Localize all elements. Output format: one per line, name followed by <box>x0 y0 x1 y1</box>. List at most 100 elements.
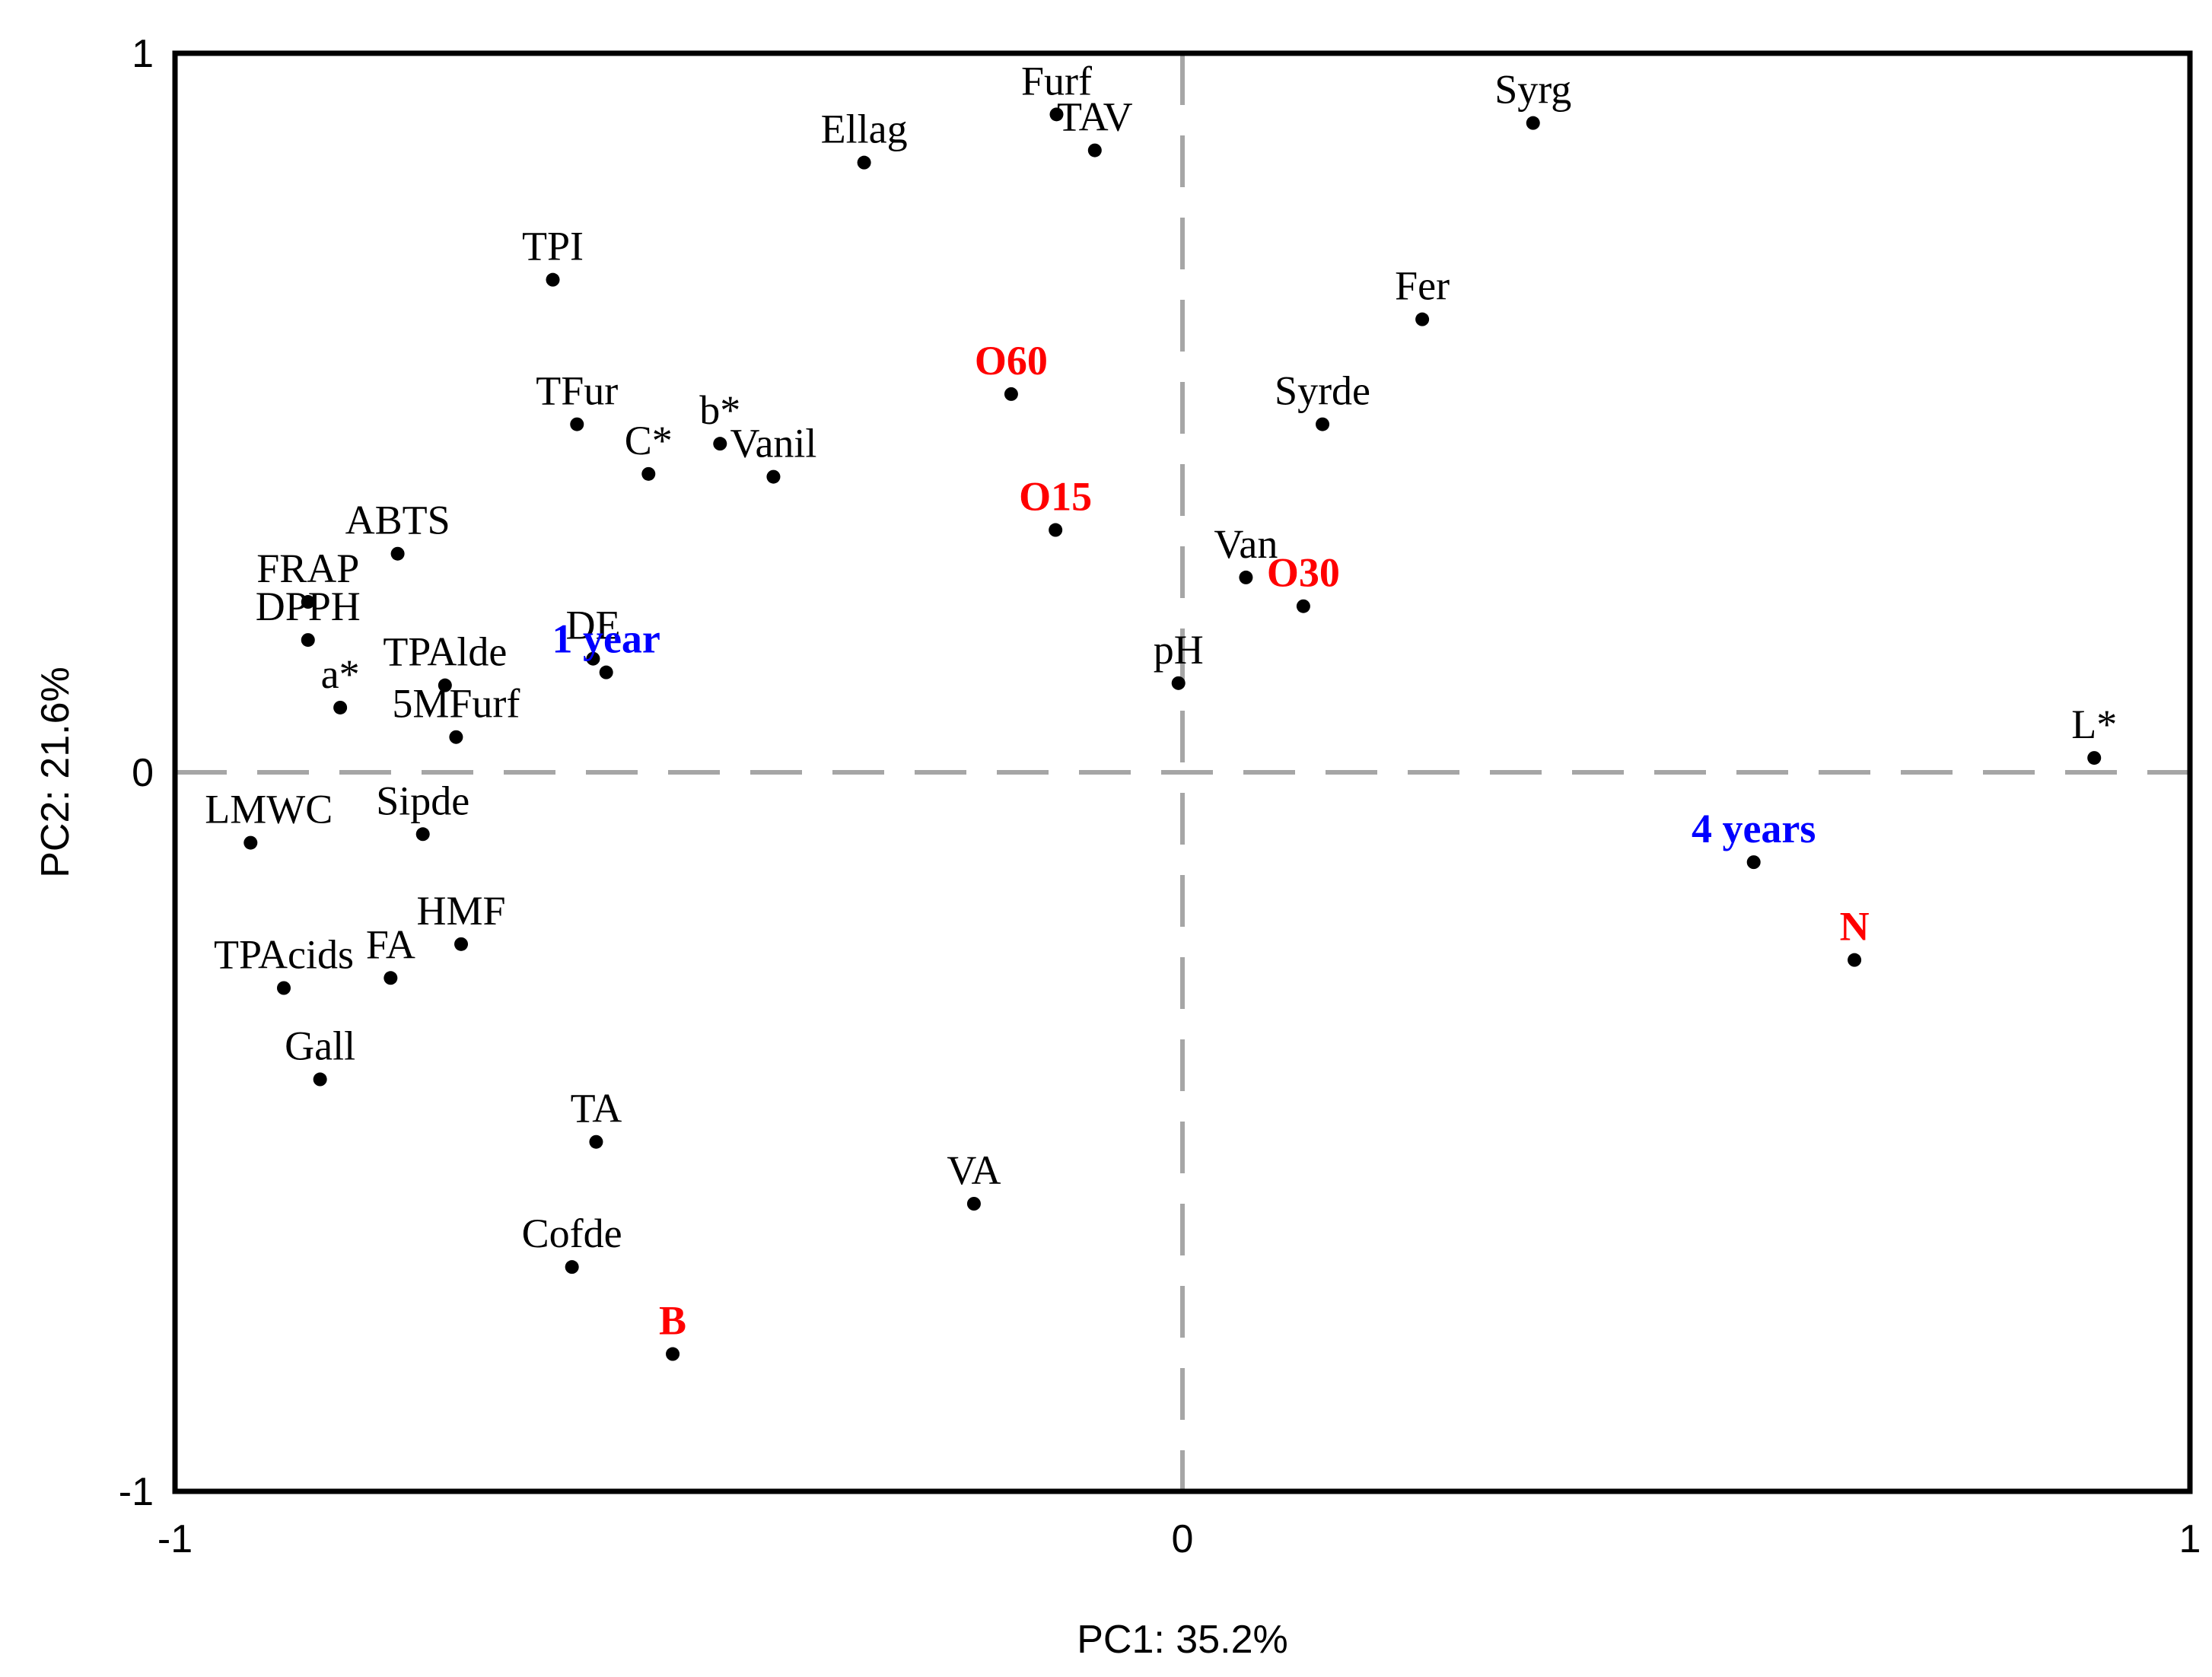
point-label: b* <box>699 387 740 433</box>
point-marker <box>586 651 600 666</box>
point-label: VA <box>947 1147 1001 1193</box>
point-marker <box>713 437 727 451</box>
point-label: FRAP <box>256 546 359 591</box>
point-marker <box>570 417 584 431</box>
point-label: TPI <box>522 224 584 269</box>
point-label: B <box>659 1298 686 1344</box>
data-point: Cofde <box>522 1211 622 1274</box>
point-label: Furf <box>1021 58 1092 103</box>
x-axis-title: PC1: 35.2% <box>1077 1618 1288 1662</box>
point-marker <box>1848 953 1862 967</box>
point-label: 1 year <box>552 616 660 662</box>
y-axis-title: PC2: 21.6% <box>33 667 78 878</box>
data-point: Gall <box>285 1023 355 1087</box>
point-label: C* <box>625 418 673 463</box>
point-label: LMWC <box>205 787 333 832</box>
point-label: DE <box>565 603 620 648</box>
data-point: LMWC <box>205 787 333 850</box>
x-tick-label: -1 <box>158 1517 193 1561</box>
point-label: DPPH <box>256 584 361 629</box>
x-tick-label: 1 <box>2179 1517 2201 1561</box>
point-label: L* <box>2071 702 2117 747</box>
point-label: pH <box>1154 627 1204 673</box>
point-label: TFur <box>536 368 618 414</box>
data-point: 4 years <box>1692 806 1816 870</box>
point-label: 5MFurf <box>392 681 520 727</box>
point-marker <box>1004 387 1018 401</box>
point-label: TPAlde <box>383 629 507 675</box>
point-label: Sipde <box>376 778 469 823</box>
point-marker <box>1526 116 1540 130</box>
point-label: ABTS <box>345 498 450 543</box>
point-label: Syrde <box>1275 368 1370 414</box>
point-label: TAV <box>1057 94 1133 140</box>
point-marker <box>1316 417 1330 431</box>
point-marker <box>966 1197 981 1211</box>
point-marker <box>449 730 463 744</box>
data-point: HMF <box>416 888 506 951</box>
point-marker <box>589 1134 603 1149</box>
data-point: Syrde <box>1275 368 1370 431</box>
point-marker <box>301 595 315 609</box>
axis-ticks: -1 0 1 -1 0 1 <box>119 32 2201 1561</box>
data-point: TA <box>571 1086 622 1149</box>
point-marker <box>333 700 348 714</box>
data-point: TPAcids <box>214 932 354 995</box>
point-marker <box>301 633 315 648</box>
point-label: Van <box>1214 521 1278 567</box>
data-point: O60 <box>975 338 1048 401</box>
data-point: TAV <box>1057 94 1133 158</box>
point-marker <box>1746 855 1761 870</box>
point-marker <box>599 665 613 679</box>
data-point: Fer <box>1395 263 1450 326</box>
point-marker <box>438 678 452 692</box>
point-label: Ellag <box>821 107 908 152</box>
point-marker <box>2087 751 2102 765</box>
point-label: Syrg <box>1494 67 1571 113</box>
point-marker <box>666 1347 680 1361</box>
data-point: C* <box>625 418 673 481</box>
data-point: L* <box>2071 702 2117 765</box>
point-marker <box>565 1260 579 1274</box>
x-tick-label: 0 <box>1172 1517 1194 1561</box>
point-marker <box>454 937 469 951</box>
data-point: 1 year <box>552 616 660 679</box>
data-point: TPAlde <box>383 629 507 692</box>
data-point: B <box>659 1298 686 1361</box>
data-point: DPPH <box>256 584 361 648</box>
data-point: FA <box>366 921 415 985</box>
data-point: Vanil <box>730 421 816 484</box>
point-marker <box>313 1072 327 1087</box>
point-label: Gall <box>285 1023 355 1069</box>
point-label: O30 <box>1267 550 1340 596</box>
data-point: N <box>1840 904 1870 967</box>
point-label: O15 <box>1019 474 1092 520</box>
point-label: FA <box>366 921 415 967</box>
data-point: b* <box>699 387 740 451</box>
point-marker <box>1239 570 1253 584</box>
point-marker <box>415 827 430 842</box>
point-marker <box>857 155 871 170</box>
y-tick-label: -1 <box>119 1470 154 1514</box>
data-point: TFur <box>536 368 618 431</box>
point-label: TPAcids <box>214 932 354 978</box>
plot-frame <box>172 50 2193 1494</box>
data-point: Furf <box>1021 58 1092 122</box>
point-label: HMF <box>416 888 505 934</box>
data-point: Syrg <box>1494 67 1571 130</box>
point-marker <box>276 981 291 995</box>
data-point: FRAP <box>256 546 359 609</box>
point-marker <box>546 272 560 287</box>
point-marker <box>384 971 398 985</box>
data-point: 5MFurf <box>392 681 520 744</box>
point-marker <box>1087 143 1102 158</box>
data-point: DE <box>565 603 620 666</box>
data-point: O30 <box>1267 550 1340 613</box>
reference-lines <box>175 53 2190 1491</box>
y-tick-label: 0 <box>132 751 154 795</box>
data-point: a* <box>321 651 360 714</box>
point-label: a* <box>321 651 360 697</box>
point-label: O60 <box>975 338 1048 383</box>
